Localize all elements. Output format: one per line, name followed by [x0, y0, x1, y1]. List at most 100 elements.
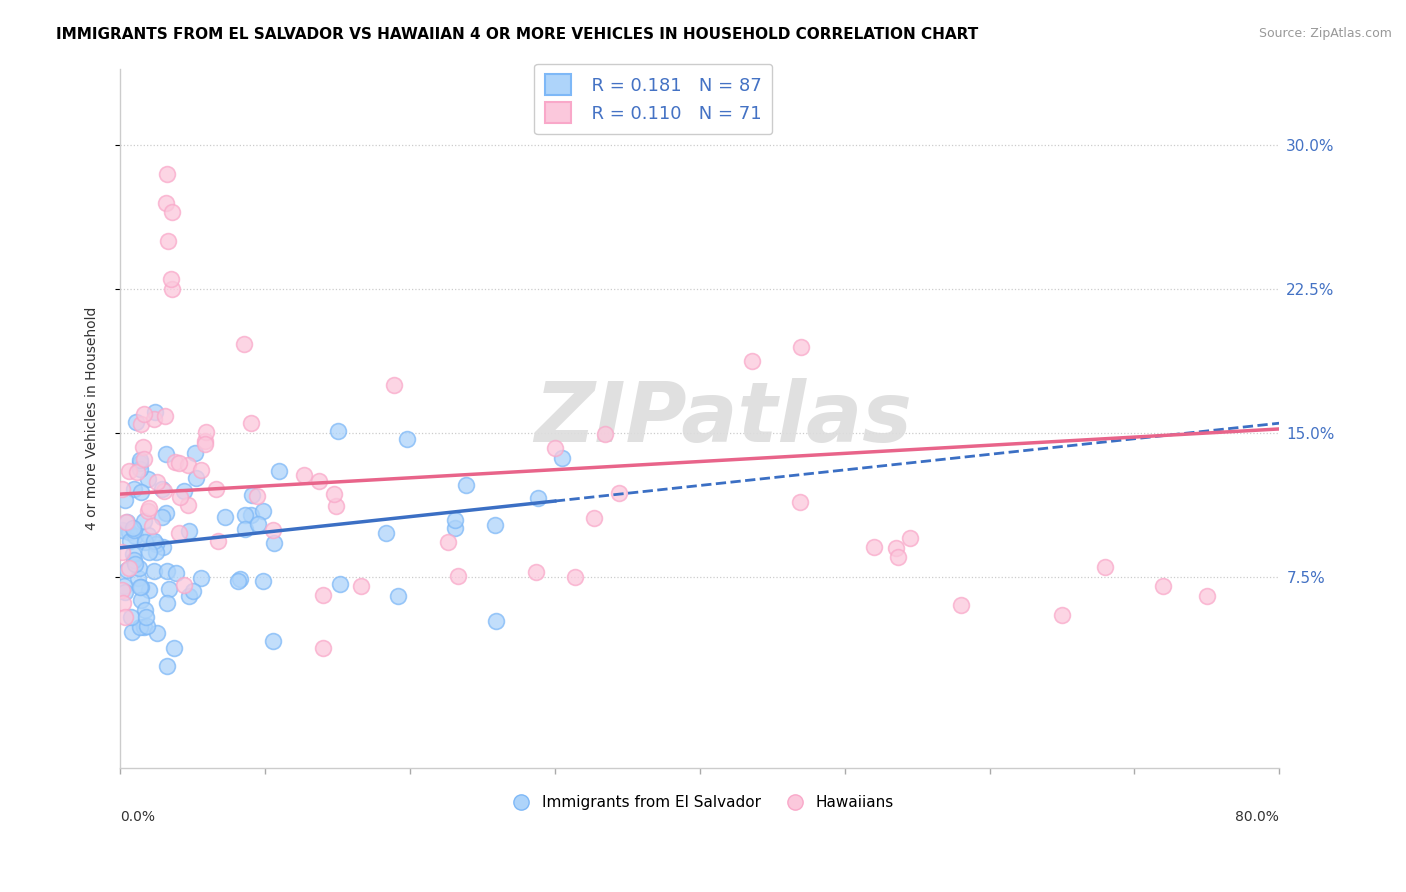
Point [233, 508, 256, 522]
Point [177, 458, 200, 473]
Point [173, 484, 195, 499]
Point [122, 482, 145, 496]
Point [447, 569, 470, 583]
Point [155, 507, 177, 521]
Point [143, 405, 166, 419]
Point [443, 513, 465, 527]
Point [194, 437, 217, 451]
Point [125, 465, 148, 479]
Point [129, 580, 152, 594]
Point [138, 545, 160, 559]
Point [138, 500, 160, 515]
Point [156, 167, 179, 181]
Point [145, 536, 167, 550]
Point [387, 589, 409, 603]
Point [169, 456, 191, 470]
Point [132, 514, 155, 528]
Point [884, 541, 907, 555]
Point [263, 536, 285, 550]
Point [484, 614, 506, 628]
Point [190, 463, 212, 477]
Point [118, 561, 141, 575]
Point [132, 620, 155, 634]
Point [112, 596, 135, 610]
Point [169, 526, 191, 541]
Point [145, 626, 167, 640]
Point [527, 491, 550, 505]
Point [233, 337, 256, 351]
Point [246, 516, 269, 531]
Point [136, 472, 159, 486]
Point [444, 521, 467, 535]
Text: 80.0%: 80.0% [1236, 810, 1279, 824]
Text: 0.0%: 0.0% [120, 810, 155, 824]
Point [789, 495, 811, 509]
Text: Source: ZipAtlas.com: Source: ZipAtlas.com [1258, 27, 1392, 40]
Point [323, 487, 346, 501]
Point [176, 498, 198, 512]
Point [741, 354, 763, 368]
Point [157, 234, 180, 248]
Point [887, 550, 910, 565]
Point [437, 535, 460, 549]
Point [124, 529, 146, 543]
Point [124, 557, 146, 571]
Point [143, 412, 166, 426]
Point [949, 599, 972, 613]
Point [240, 488, 263, 502]
Point [134, 407, 156, 421]
Point [184, 446, 207, 460]
Point [328, 424, 350, 438]
Point [524, 565, 547, 579]
Point [143, 564, 166, 578]
Point [583, 511, 606, 525]
Point [325, 500, 347, 514]
Point [157, 582, 180, 596]
Y-axis label: 4 or more Vehicles in Household: 4 or more Vehicles in Household [86, 307, 100, 530]
Point [134, 603, 156, 617]
Point [190, 571, 212, 585]
Point [150, 509, 173, 524]
Point [205, 482, 228, 496]
Point [456, 477, 478, 491]
Point [122, 521, 145, 535]
Legend: Immigrants from El Salvador, Hawaiians: Immigrants from El Salvador, Hawaiians [499, 789, 900, 816]
Point [114, 515, 136, 529]
Point [564, 570, 586, 584]
Point [239, 416, 262, 430]
Point [607, 486, 630, 500]
Point [184, 471, 207, 485]
Point [112, 579, 135, 593]
Point [181, 584, 204, 599]
Text: IMMIGRANTS FROM EL SALVADOR VS HAWAIIAN 4 OR MORE VEHICLES IN HOUSEHOLD CORRELAT: IMMIGRANTS FROM EL SALVADOR VS HAWAIIAN … [56, 27, 979, 42]
Point [141, 518, 163, 533]
Point [129, 456, 152, 470]
Point [160, 205, 183, 219]
Point [395, 432, 418, 446]
Point [551, 450, 574, 465]
Point [544, 441, 567, 455]
Point [1195, 589, 1218, 603]
Point [114, 585, 136, 599]
Point [329, 576, 352, 591]
Point [156, 596, 179, 610]
Point [155, 195, 177, 210]
Point [292, 467, 315, 482]
Point [1152, 579, 1174, 593]
Point [115, 515, 138, 529]
Point [214, 510, 236, 524]
Point [235, 522, 257, 536]
Point [262, 634, 284, 648]
Point [162, 282, 184, 296]
Point [129, 452, 152, 467]
Point [155, 447, 177, 461]
Point [118, 464, 141, 478]
Point [239, 508, 262, 523]
Point [207, 533, 229, 548]
Point [226, 574, 249, 589]
Point [111, 523, 134, 537]
Point [129, 462, 152, 476]
Point [134, 535, 156, 549]
Point [252, 504, 274, 518]
Point [173, 578, 195, 592]
